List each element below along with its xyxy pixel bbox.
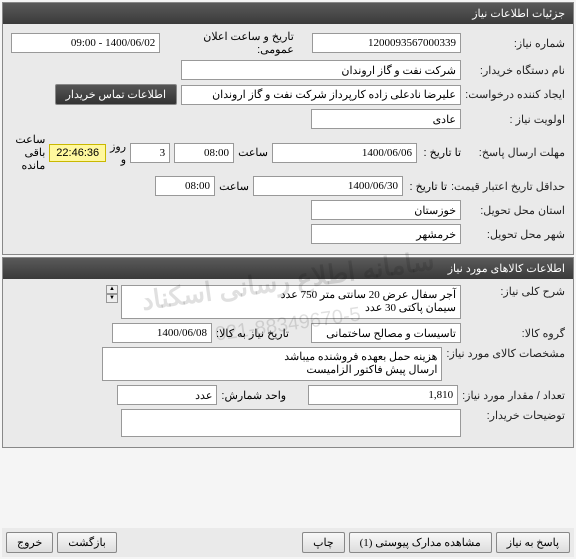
time-label-2: ساعت — [219, 180, 249, 193]
announce-datetime-label: تاریخ و ساعت اعلان عمومی: — [164, 30, 294, 56]
to-date-label: تا تاریخ : — [421, 146, 461, 159]
buyer-notes-label: توضیحات خریدار: — [465, 409, 565, 422]
days-input[interactable] — [130, 143, 170, 163]
deadline-main-label: مهلت ارسال پاسخ: — [465, 146, 565, 159]
deadline-date-input[interactable] — [272, 143, 417, 163]
exit-button[interactable]: خروج — [6, 532, 53, 553]
spinner-up-icon[interactable]: ▲ — [106, 285, 118, 294]
announce-datetime-input[interactable] — [11, 33, 160, 53]
province-label: استان محل تحویل: — [465, 204, 565, 217]
price-validity-time-input[interactable] — [155, 176, 215, 196]
need-date-input[interactable] — [112, 323, 212, 343]
remaining-time: 22:46:36 — [49, 144, 106, 162]
goods-panel: اطلاعات کالاهای مورد نیاز شرح کلی نیاز: … — [2, 257, 574, 448]
reply-button[interactable]: پاسخ به نیاز — [496, 532, 570, 553]
footer-toolbar: پاسخ به نیاز مشاهده مدارک پیوستی (1) چاپ… — [2, 528, 574, 557]
time-label-1: ساعت — [238, 146, 268, 159]
desc-label: شرح کلی نیاز: — [465, 285, 565, 298]
group-input[interactable] — [311, 323, 461, 343]
panel2-body: شرح کلی نیاز: ▲ ▼ گروه کالا: تاریخ نیاز … — [3, 279, 573, 447]
priority-input[interactable] — [311, 109, 461, 129]
spec-textarea[interactable] — [102, 347, 442, 381]
spinner-down-icon[interactable]: ▼ — [106, 294, 118, 303]
need-date-label: تاریخ نیاز به کالا: — [216, 327, 289, 340]
desc-spinner[interactable]: ▲ ▼ — [106, 285, 118, 303]
contact-buyer-button[interactable]: اطلاعات تماس خریدار — [55, 84, 177, 105]
requester-input[interactable] — [181, 85, 461, 105]
deadline-time-input[interactable] — [174, 143, 234, 163]
attachments-button[interactable]: مشاهده مدارک پیوستی (1) — [349, 532, 492, 553]
buyer-input[interactable] — [181, 60, 461, 80]
province-input[interactable] — [311, 200, 461, 220]
unit-input[interactable] — [117, 385, 217, 405]
priority-label: اولویت نیاز : — [465, 113, 565, 126]
price-validity-label: حداقل تاریخ اعتبار قیمت: — [451, 180, 565, 193]
group-label: گروه کالا: — [465, 327, 565, 340]
print-button[interactable]: چاپ — [302, 532, 345, 553]
panel1-body: شماره نیاز: تاریخ و ساعت اعلان عمومی: نا… — [3, 24, 573, 254]
qty-label: تعداد / مقدار مورد نیاز: — [462, 389, 565, 402]
remaining-label: ساعت باقی مانده — [11, 133, 45, 172]
desc-textarea[interactable] — [121, 285, 461, 319]
unit-label: واحد شمارش: — [221, 389, 286, 402]
spec-label: مشخصات کالای مورد نیاز: — [446, 347, 565, 360]
price-validity-date-input[interactable] — [253, 176, 403, 196]
need-details-panel: جزئیات اطلاعات نیاز شماره نیاز: تاریخ و … — [2, 2, 574, 255]
qty-input[interactable] — [308, 385, 458, 405]
need-number-input[interactable] — [312, 33, 461, 53]
requester-label: ایجاد کننده درخواست: — [465, 88, 565, 101]
city-input[interactable] — [311, 224, 461, 244]
to-date-label-2: تا تاریخ : — [407, 180, 447, 193]
city-label: شهر محل تحویل: — [465, 228, 565, 241]
buyer-label: نام دستگاه خریدار: — [465, 64, 565, 77]
panel1-header: جزئیات اطلاعات نیاز — [3, 3, 573, 24]
days-label: روز و — [110, 140, 126, 166]
back-button[interactable]: بازگشت — [57, 532, 117, 553]
panel2-header: اطلاعات کالاهای مورد نیاز — [3, 258, 573, 279]
buyer-notes-textarea[interactable] — [121, 409, 461, 437]
need-number-label: شماره نیاز: — [465, 37, 565, 50]
